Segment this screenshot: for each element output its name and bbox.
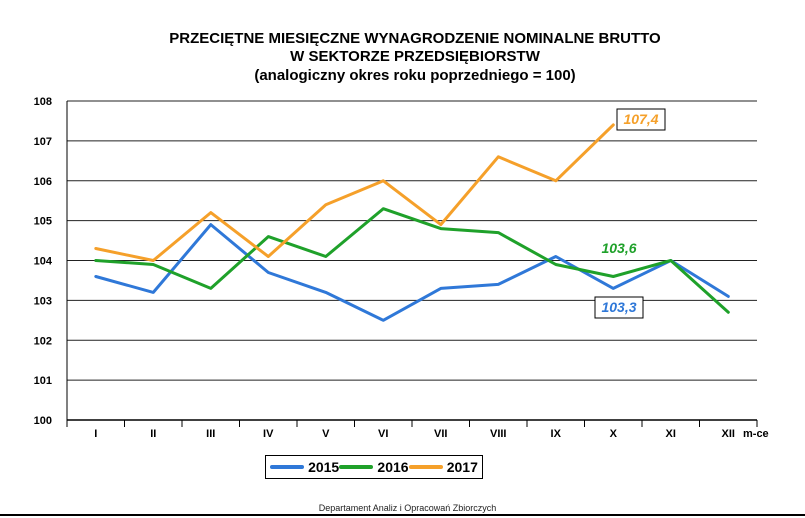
series-line-2016	[94, 207, 730, 314]
data-label-box-2017	[616, 108, 666, 131]
legend-item-2016: 2016	[339, 459, 409, 475]
bottom-rule	[0, 514, 805, 516]
data-label-2017: 107,4	[623, 111, 658, 127]
y-tick-label: 108	[34, 96, 52, 108]
chart-title-line2: W SEKTORZE PRZEDSIĘBIORSTW	[290, 48, 540, 65]
x-tick-label: V	[322, 428, 330, 440]
y-tick-label: 100	[34, 415, 52, 427]
legend-swatch-2015	[270, 465, 305, 469]
x-tick-label: IX	[551, 428, 562, 440]
legend-label-2016: 2016	[377, 459, 409, 475]
x-tick-label: XII	[722, 428, 735, 440]
chart-subtitle: (analogiczny okres roku poprzedniego = 1…	[254, 67, 576, 84]
legend-label-2017: 2017	[446, 459, 478, 475]
data-label-2015: 103,3	[601, 299, 636, 315]
y-tick-label: 105	[34, 216, 52, 228]
x-tick-label: II	[150, 428, 156, 440]
legend-item-2017: 2017	[408, 459, 478, 475]
y-tick-label: 106	[34, 176, 52, 188]
legend-label-2015: 2015	[308, 459, 340, 475]
y-tick-label: 102	[34, 335, 52, 347]
x-axis-label: m-ce	[743, 428, 769, 440]
x-tick-label: I	[94, 428, 97, 440]
chart-title: PRZECIĘTNE MIESIĘCZNE WYNAGRODZENIE NOMI…	[0, 30, 805, 85]
legend-swatch-2016	[339, 465, 374, 469]
y-tick-label: 103	[34, 295, 52, 307]
x-tick-label: IV	[263, 428, 274, 440]
legend-swatch-2017	[408, 465, 443, 469]
x-tick-label: VI	[378, 428, 388, 440]
footer-source: Departament Analiz i Opracowań Zbiorczyc…	[318, 503, 497, 513]
series-line-2017	[94, 123, 615, 262]
chart-title-line1: PRZECIĘTNE MIESIĘCZNE WYNAGRODZENIE NOMI…	[169, 30, 661, 47]
y-tick-label: 107	[34, 136, 52, 148]
data-label-2016: 103,6	[601, 240, 636, 256]
data-label-box-2015	[594, 296, 644, 319]
x-tick-label: VIII	[490, 428, 507, 440]
series-line-2015	[94, 223, 730, 322]
x-tick-label: XI	[666, 428, 676, 440]
x-tick-label: VII	[434, 428, 447, 440]
y-tick-label: 104	[34, 256, 53, 268]
chart-legend: 2015 2016 2017	[265, 455, 483, 479]
x-tick-label: X	[610, 428, 618, 440]
y-tick-label: 101	[34, 375, 52, 387]
x-tick-label: III	[206, 428, 215, 440]
legend-item-2015: 2015	[270, 459, 339, 475]
